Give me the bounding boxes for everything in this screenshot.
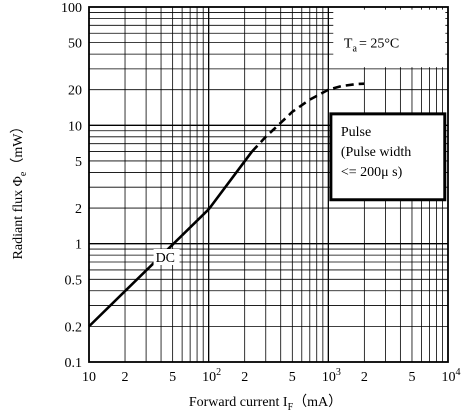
pulse-label: Pulse [341, 125, 371, 140]
y-tick-label: 0.5 [65, 273, 83, 288]
curves [88, 82, 365, 328]
y-tick-label: 2 [75, 202, 82, 217]
ambient-temperature-bg [333, 9, 446, 68]
pulse-box-frame [329, 112, 447, 202]
x-tick-label: 102 [202, 367, 221, 385]
dc-label: DC [156, 251, 175, 266]
y-tick-label: 100 [61, 1, 82, 16]
y-tick-label: 10 [68, 119, 82, 134]
plot-frame [88, 6, 449, 363]
x-axis-title: Forward current IF（mA） [189, 394, 342, 412]
y-tick-label: 5 [75, 155, 82, 170]
pulse-annotation-box: Pulse (Pulse width <= 200μ s) [329, 112, 447, 202]
y-axis-title: Radiant flux Φe（mW） [10, 120, 29, 260]
x-tick-labels: 10 2 5 102 2 5 103 2 5 104 [82, 367, 461, 385]
series-dc-line [88, 150, 253, 328]
x-tick-label: 5 [408, 370, 415, 385]
dc-annotation: DC [153, 248, 180, 266]
x-tick-label: 2 [361, 370, 368, 385]
x-tick-label: 2 [241, 370, 248, 385]
pulse-width-label: (Pulse width [341, 145, 411, 160]
x-tick-label: 2 [122, 370, 129, 385]
y-tick-label: 50 [68, 37, 82, 52]
pulse-width-value: <= 200μ s) [341, 165, 403, 180]
y-tick-label: 0.2 [65, 320, 83, 335]
y-tick-labels: 0.1 0.2 0.5 1 2 5 10 20 50 100 [61, 1, 82, 371]
ambient-temperature-box: Ta = 25°C [333, 9, 446, 68]
series-pulse-line [250, 82, 365, 153]
x-tick-label: 5 [169, 370, 176, 385]
ambient-temperature-label: Ta = 25°C [344, 37, 399, 55]
x-tick-label: 10 [82, 370, 96, 385]
y-tick-label: 20 [68, 84, 82, 99]
x-tick-label: 5 [289, 370, 296, 385]
y-tick-label: 1 [75, 238, 82, 253]
x-tick-label: 104 [442, 367, 461, 385]
x-tick-label: 103 [322, 367, 341, 385]
dc-label-bg [153, 248, 180, 265]
y-tick-label: 0.1 [65, 356, 83, 371]
